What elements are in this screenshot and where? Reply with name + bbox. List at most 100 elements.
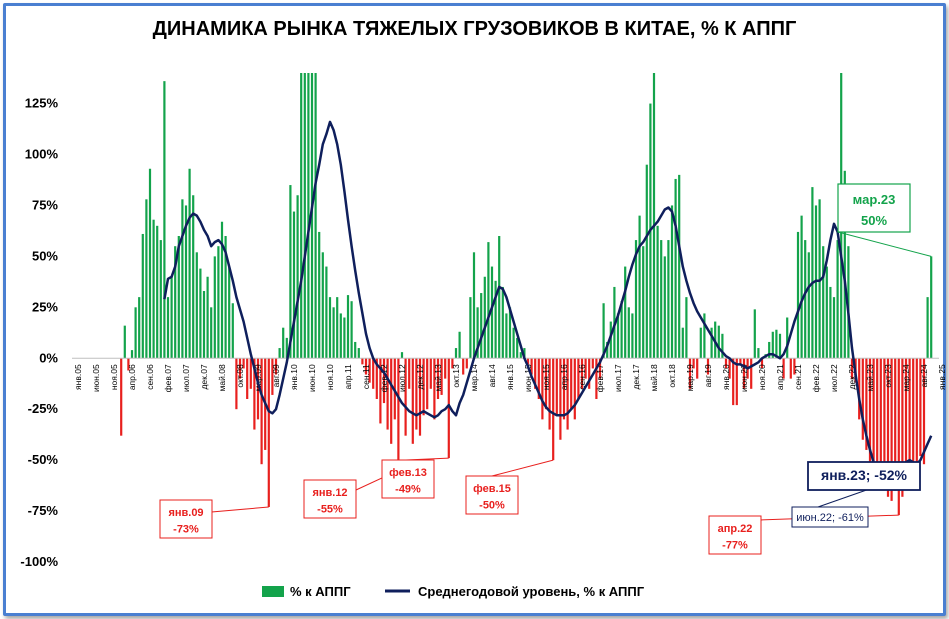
bar	[332, 307, 335, 359]
bar	[411, 358, 414, 444]
bar	[375, 358, 378, 399]
bar	[476, 307, 479, 359]
bar	[706, 358, 710, 375]
bar	[631, 313, 634, 359]
bar	[444, 358, 447, 379]
bar	[123, 325, 126, 359]
bar	[202, 291, 206, 359]
bar	[901, 358, 904, 497]
x-tick-label: июл.12	[397, 364, 407, 392]
bar	[170, 276, 173, 359]
bar	[739, 358, 742, 365]
x-tick-label: июл.22	[829, 364, 839, 392]
bar	[912, 358, 915, 465]
bar	[357, 348, 360, 359]
bar	[728, 358, 731, 379]
bar	[436, 358, 440, 399]
annotation-leader	[837, 231, 932, 257]
bar	[573, 358, 576, 420]
bar	[692, 358, 695, 369]
y-tick-label: -75%	[28, 503, 59, 518]
x-tick-label: фев.07	[163, 364, 173, 392]
bar	[555, 358, 558, 416]
bar	[559, 358, 562, 440]
annotation-label: апр.22	[718, 523, 753, 535]
bar	[598, 358, 602, 379]
x-tick-label: янв.25	[937, 364, 947, 390]
bar	[400, 352, 404, 359]
bar	[894, 358, 897, 491]
bar	[757, 348, 760, 359]
y-tick-label: 125%	[25, 96, 59, 111]
bar	[879, 358, 882, 487]
annotation-feb13: фев.13 -49%	[381, 457, 449, 499]
legend-line-label: Среднегодовой уровень, % к АППГ	[418, 584, 645, 599]
bar	[861, 358, 864, 440]
bar	[566, 358, 569, 430]
bar	[627, 307, 630, 359]
bar	[595, 358, 598, 399]
annotation-value: -77%	[722, 539, 748, 551]
bar	[238, 358, 242, 379]
bar	[836, 240, 839, 359]
bar	[886, 358, 890, 497]
bar	[249, 358, 252, 389]
bar	[742, 358, 746, 389]
bar	[404, 358, 407, 436]
y-tick-label: 75%	[32, 197, 58, 212]
x-tick-label: дек.22	[847, 364, 857, 389]
bar	[368, 358, 371, 383]
x-tick-label: фев.12	[379, 364, 389, 392]
bar	[771, 331, 774, 359]
annotation-box	[381, 459, 435, 499]
x-tick-label: авг.24	[919, 364, 929, 387]
bar	[717, 325, 720, 359]
bar	[577, 358, 580, 399]
bar	[591, 358, 594, 369]
bar	[753, 309, 756, 359]
bar	[397, 358, 400, 471]
annotation-feb15: фев.15 -50%	[465, 459, 554, 515]
bar	[732, 358, 735, 406]
bar	[922, 358, 926, 465]
bar	[447, 358, 450, 459]
bar	[778, 333, 782, 359]
bar	[307, 73, 310, 359]
x-tick-label: май.18	[649, 364, 659, 391]
x-tick-label: янв.10	[289, 364, 299, 390]
bar	[822, 246, 825, 359]
y-tick-label: -50%	[28, 452, 59, 467]
bar	[768, 341, 771, 359]
bar	[494, 280, 497, 359]
bar	[670, 205, 674, 359]
x-tick-label: авг.19	[703, 364, 713, 387]
bar	[750, 358, 753, 389]
bar	[361, 358, 364, 365]
bar	[454, 348, 458, 359]
bar	[217, 246, 220, 359]
x-tick-label: мар.14	[469, 364, 479, 391]
x-tick-label: ноя.05	[109, 364, 119, 390]
bar	[364, 358, 368, 375]
bar	[760, 358, 764, 369]
x-tick-label: май.23	[865, 364, 875, 391]
bar	[465, 358, 468, 369]
bar	[163, 81, 166, 359]
x-tick-label: фев.22	[811, 364, 821, 392]
bar	[184, 205, 188, 359]
bar	[811, 187, 814, 359]
bar	[422, 358, 425, 416]
chart-title: ДИНАМИКА РЫНКА ТЯЖЕЛЫХ ГРУЗОВИКОВ В КИТА…	[152, 18, 797, 40]
bar	[818, 199, 821, 359]
bar	[220, 221, 224, 359]
bar	[685, 297, 688, 359]
x-tick-label: янв.20	[721, 364, 731, 390]
bar	[616, 313, 620, 359]
bar	[339, 313, 342, 359]
bar	[325, 266, 328, 359]
bar	[303, 73, 306, 359]
bar	[472, 252, 476, 359]
bar	[537, 358, 540, 399]
bar	[199, 268, 202, 359]
